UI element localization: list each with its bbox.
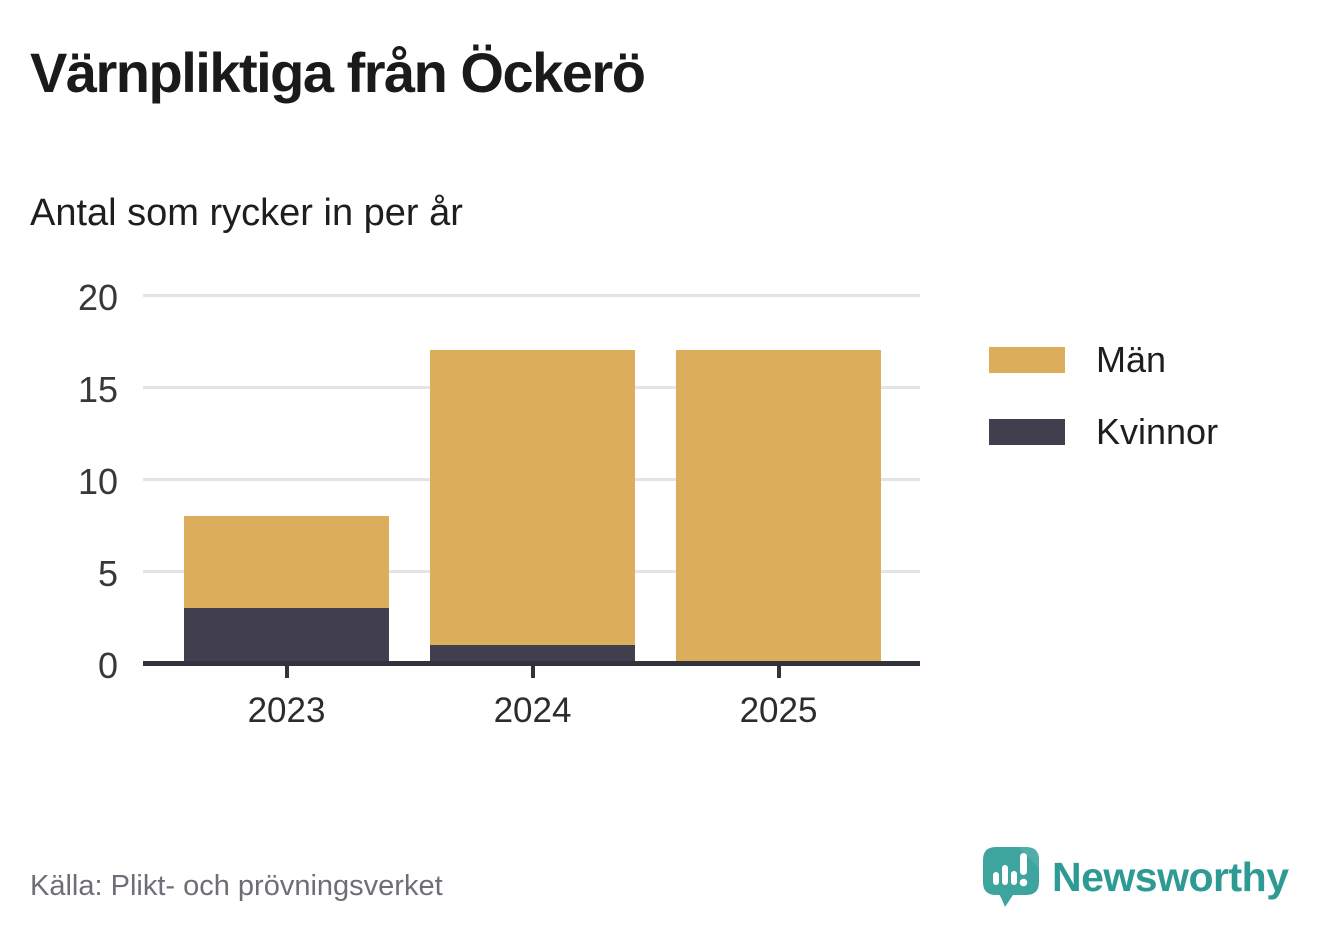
bar-segment-män — [676, 350, 881, 663]
x-axis-tick-label: 2024 — [493, 691, 572, 730]
y-axis-tick-label: 15 — [77, 369, 118, 410]
gridline — [143, 293, 920, 297]
x-axis-tick-label: 2023 — [247, 691, 326, 730]
bar-chart-speech-bubble-icon — [983, 847, 1039, 907]
bar-segment-kvinnor — [184, 607, 389, 663]
bar-segment-män — [184, 515, 389, 608]
legend: Män Kvinnor — [989, 339, 1218, 483]
y-axis-tick-label: 20 — [77, 277, 118, 318]
legend-label: Män — [1096, 339, 1167, 380]
legend-swatch-kvinnor — [989, 419, 1065, 445]
chart-title: Värnpliktiga från Öckerö — [30, 41, 646, 104]
legend-item: Män — [989, 339, 1218, 381]
brand-name: Newsworthy — [1052, 854, 1289, 900]
legend-label: Kvinnor — [1096, 411, 1219, 452]
bar-segment-kvinnor — [430, 644, 635, 663]
legend-swatch-man — [989, 347, 1065, 373]
brand-logo: Newsworthy — [982, 846, 1289, 908]
x-axis-line — [143, 660, 920, 666]
x-axis-tick-mark — [776, 665, 781, 678]
y-axis-tick-label: 0 — [97, 645, 118, 686]
x-axis-tick-label: 2025 — [739, 691, 818, 730]
source-note: Källa: Plikt- och prövningsverket — [30, 870, 443, 902]
bar-segment-män — [430, 350, 635, 645]
y-axis-tick-label: 5 — [97, 553, 118, 594]
y-axis-tick-label: 10 — [77, 461, 118, 502]
x-axis-tick-mark — [530, 665, 535, 678]
chart-subtitle: Antal som rycker in per år — [30, 192, 463, 234]
x-axis-tick-mark — [284, 665, 289, 678]
legend-item: Kvinnor — [989, 411, 1218, 453]
